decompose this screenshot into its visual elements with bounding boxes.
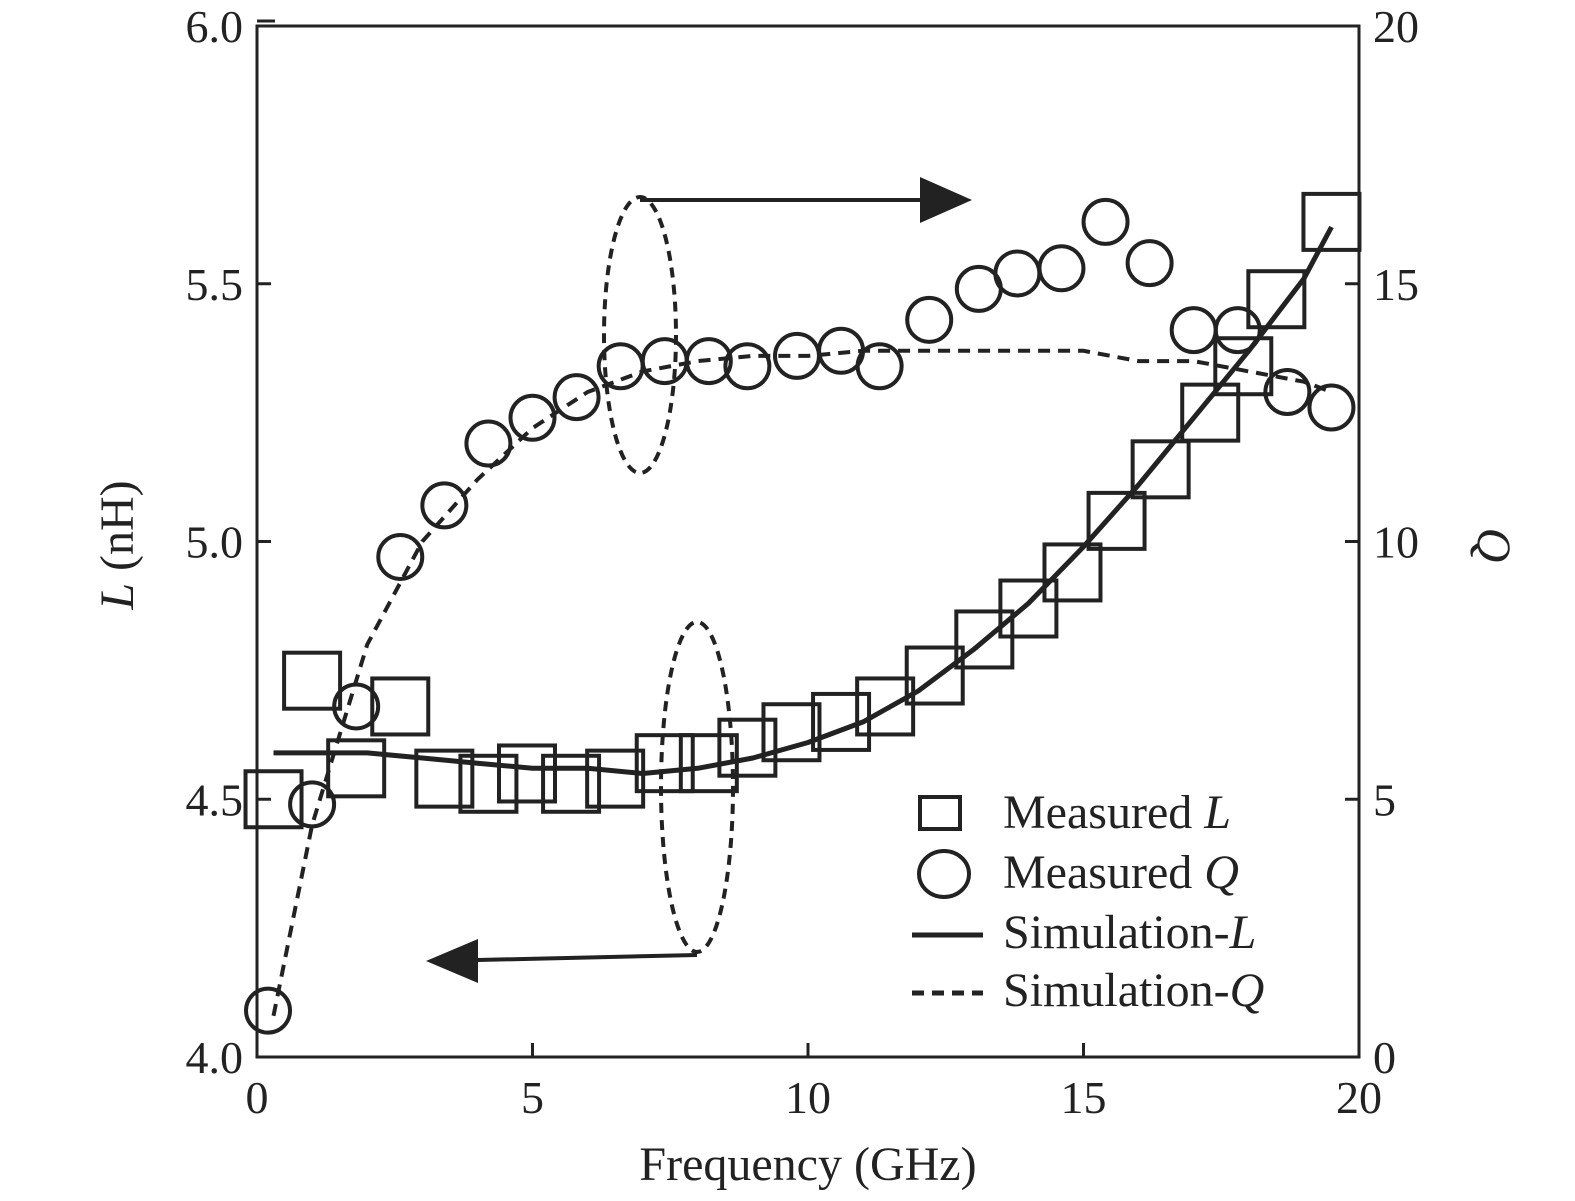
measured-q-point: [376, 532, 425, 581]
measured-q-point: [1125, 239, 1174, 288]
right-y-axis: 0 5 10 15 20: [1345, 1, 1419, 1083]
measured-l-point: [1213, 336, 1274, 397]
legend: Measured L Measured Q Simulation-L Simul…: [912, 786, 1264, 1017]
x-tick-label: 15: [1061, 1072, 1107, 1123]
measured-l-point: [761, 702, 822, 763]
measured-l-point: [541, 753, 602, 814]
measured-l-point: [678, 733, 739, 794]
measured-q-point: [1307, 383, 1356, 432]
left-arrow-head: [426, 939, 478, 983]
x-axis-title: Frequency (GHz): [639, 1138, 976, 1191]
left-y-axis-title: L (nH): [91, 480, 144, 610]
measured-l-point: [585, 748, 646, 809]
q-series-group-ellipse: [602, 195, 678, 475]
measured-l-point: [326, 738, 387, 799]
measured-l-point: [954, 609, 1015, 670]
right-arrow-head: [920, 177, 972, 223]
measured-l-point: [998, 578, 1059, 639]
left-y-tick-label: 4.0: [186, 1032, 244, 1083]
measured-q-point: [1081, 197, 1130, 246]
left-y-tick-label: 4.5: [186, 774, 244, 825]
measured-l-point: [1301, 191, 1362, 252]
x-tick-label: 20: [1336, 1072, 1382, 1123]
legend-simulation-l: Simulation-L: [1003, 906, 1256, 959]
measured-q-point: [855, 342, 904, 391]
l-series-group-ellipse: [659, 620, 735, 954]
measured-q-point: [1213, 306, 1262, 355]
x-axis: 0 5 10 15 20: [246, 1043, 1382, 1123]
x-tick-label: 10: [785, 1072, 831, 1123]
left-y-tick-label: 5.5: [186, 259, 244, 310]
left-y-tick-label: 5.0: [186, 517, 244, 568]
right-y-tick-label: 15: [1373, 259, 1419, 310]
measured-l-point: [282, 650, 343, 711]
measured-l-point: [717, 717, 778, 778]
measured-l-point: [414, 748, 475, 809]
right-y-tick-label: 5: [1373, 774, 1396, 825]
l-series-arrow-line: [477, 953, 698, 962]
measured-q-point: [684, 337, 733, 386]
measured-l-point: [458, 753, 519, 814]
measured-l-point: [1086, 490, 1147, 551]
left-y-axis-title-symbol: L: [91, 583, 144, 611]
measured-q-point: [332, 682, 381, 731]
measured-l-point: [811, 691, 872, 752]
measured-q-point: [905, 295, 954, 344]
left-y-tick-label: 6.0: [186, 1, 244, 52]
measured-markers: [243, 191, 1362, 1035]
legend-square-marker: [918, 795, 962, 831]
legend-measured-q: Measured Q: [1003, 846, 1239, 899]
measured-l-point: [1042, 542, 1103, 603]
measured-l-point: [370, 676, 431, 737]
measured-l-point: [634, 733, 695, 794]
left-y-axis-title-unit: (nH): [91, 480, 144, 583]
measured-l-point: [1130, 439, 1191, 500]
measured-l-point: [855, 676, 916, 737]
measured-l-point: [1180, 382, 1241, 443]
measured-q-point: [552, 373, 601, 422]
measured-l-point: [1246, 269, 1307, 330]
axis-indicator-annotations: [426, 177, 972, 983]
measured-l-point: [496, 743, 557, 804]
measured-q-point: [723, 342, 772, 391]
measured-q-point: [1169, 306, 1218, 355]
simulation-l-line: [273, 225, 1334, 776]
measured-l-point: [904, 645, 965, 706]
measured-q-point: [993, 249, 1042, 298]
measured-q-point: [464, 419, 513, 468]
legend-circle-marker: [917, 849, 971, 899]
measured-q-point: [508, 393, 557, 442]
right-y-tick-label: 0: [1373, 1032, 1396, 1083]
x-tick-label: 5: [521, 1072, 544, 1123]
simulation-q-line: [271, 348, 1333, 1017]
measured-l-point: [243, 769, 304, 830]
measured-q-point: [1037, 244, 1086, 293]
measured-q-point: [596, 342, 645, 391]
legend-simulation-q: Simulation-Q: [1003, 964, 1264, 1017]
right-y-tick-label: 10: [1373, 517, 1419, 568]
x-tick-label: 0: [246, 1072, 269, 1123]
measured-q-point: [640, 337, 689, 386]
measured-q-point: [1263, 368, 1312, 417]
right-y-tick-label: 20: [1373, 1, 1419, 52]
legend-measured-l: Measured L: [1003, 786, 1231, 839]
measured-q-point: [244, 986, 293, 1035]
measured-q-point: [288, 780, 337, 829]
left-y-axis: 4.0 4.5 5.0 5.5 6.0: [186, 1, 275, 1083]
right-y-axis-title: Q: [1467, 528, 1520, 563]
measured-q-point: [420, 481, 469, 530]
